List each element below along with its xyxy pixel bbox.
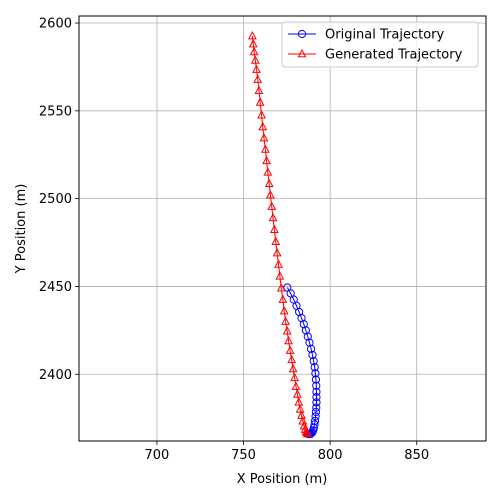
- legend-entry-generated: Generated Trajectory: [288, 48, 463, 63]
- data-point: [267, 201, 277, 210]
- data-point: [260, 144, 270, 153]
- data-point: [312, 403, 321, 412]
- series-line: [251, 35, 309, 435]
- y-tick-label: 2550: [39, 104, 72, 119]
- data-point: [263, 167, 273, 176]
- data-point: [295, 404, 305, 413]
- data-point: [254, 85, 264, 94]
- y-tick-label: 2600: [39, 17, 72, 32]
- data-point: [312, 398, 321, 407]
- data-point: [312, 392, 321, 402]
- legend-label-original: Original Trajectory: [325, 28, 444, 43]
- data-point: [291, 381, 301, 390]
- series-generated: [247, 30, 313, 438]
- legend-marker: [297, 29, 307, 39]
- data-point: [311, 375, 321, 384]
- data-point: [272, 248, 282, 257]
- data-point: [268, 212, 278, 222]
- data-point: [312, 381, 321, 390]
- legend-box: [281, 21, 479, 68]
- data-point: [264, 178, 274, 188]
- x-tick-label: 800: [318, 448, 343, 463]
- data-point: [278, 294, 288, 303]
- data-point: [253, 74, 263, 83]
- data-point: [310, 363, 319, 372]
- data-point: [287, 354, 297, 364]
- data-point: [311, 412, 320, 421]
- x-axis-label: X Position (m): [237, 472, 328, 487]
- data-point: [297, 410, 306, 419]
- data-point: [312, 387, 321, 396]
- data-point: [303, 332, 312, 341]
- data-point: [255, 97, 265, 106]
- data-point: [265, 190, 275, 199]
- data-point: [259, 132, 269, 142]
- data-point: [248, 39, 258, 48]
- data-point: [311, 407, 321, 417]
- y-tick-label: 2500: [39, 192, 72, 207]
- data-point: [306, 344, 316, 353]
- data-point: [281, 316, 291, 325]
- data-point: [276, 283, 286, 292]
- data-point: [301, 326, 310, 335]
- data-point: [290, 372, 300, 382]
- x-tick-label: 750: [231, 448, 256, 463]
- data-point: [299, 421, 309, 430]
- data-point: [275, 271, 285, 280]
- x-tick-label: 850: [404, 448, 429, 463]
- legend: Original Trajectory Generated Trajectory: [281, 21, 479, 68]
- data-point: [303, 428, 313, 438]
- data-point: [257, 110, 266, 119]
- data-point: [269, 224, 279, 234]
- legend-marker: [297, 48, 307, 58]
- data-point: [294, 397, 304, 406]
- legend-label-generated: Generated Trajectory: [325, 48, 463, 63]
- data-point: [247, 30, 257, 40]
- data-point: [271, 236, 281, 245]
- legend-entry-original: Original Trajectory: [288, 28, 444, 43]
- y-tick-label: 2450: [39, 280, 72, 295]
- data-point: [305, 338, 314, 347]
- data-point: [288, 363, 298, 373]
- data-point: [249, 46, 259, 56]
- data-point: [311, 369, 320, 378]
- data-point: [262, 155, 271, 165]
- axis-ticks: 700 750 800 850 2400 2450 2500 2550 2600: [39, 17, 429, 463]
- data-point: [292, 389, 302, 398]
- data-point: [282, 326, 292, 335]
- series-original: [283, 283, 321, 439]
- data-point: [309, 356, 318, 366]
- data-point: [258, 121, 268, 131]
- y-axis-label: Y Position (m): [14, 184, 29, 275]
- data-point: [252, 64, 261, 73]
- data-point: [308, 350, 317, 360]
- plot-series: [247, 30, 321, 439]
- data-point: [279, 305, 289, 315]
- data-point: [285, 345, 295, 354]
- data-point: [274, 259, 283, 268]
- data-point: [310, 420, 319, 429]
- plot-frame: [78, 15, 487, 442]
- y-tick-label: 2400: [39, 368, 72, 383]
- x-tick-label: 700: [145, 448, 170, 463]
- data-point: [284, 335, 293, 345]
- data-point: [250, 55, 260, 64]
